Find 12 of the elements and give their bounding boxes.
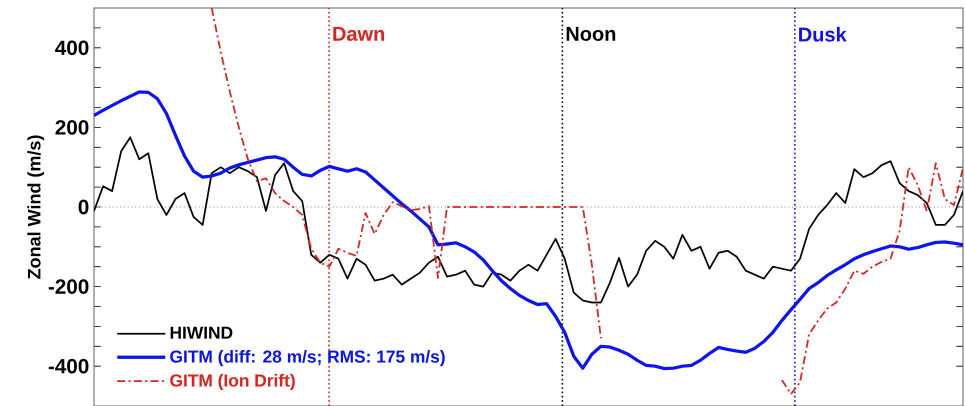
legend-label: HIWIND	[170, 326, 232, 339]
y-tick-label: 200	[56, 120, 88, 135]
y-tick-label: 0	[78, 200, 88, 214]
annotation: Noon	[566, 26, 616, 41]
annotation: Dawn	[333, 26, 384, 41]
y-tick-label: -200	[48, 279, 88, 294]
legend-label: GITM (diff: 28 m/s; RMS: 175 m/s)	[170, 350, 445, 366]
y-axis-title: Zonal Wind (m/s)	[27, 135, 44, 279]
legend-label: GITM (Ion Drift)	[170, 374, 295, 390]
y-tick-label: 400	[55, 40, 88, 56]
y-tick-label: -400	[48, 358, 88, 374]
annotation: Dusk	[799, 26, 847, 42]
